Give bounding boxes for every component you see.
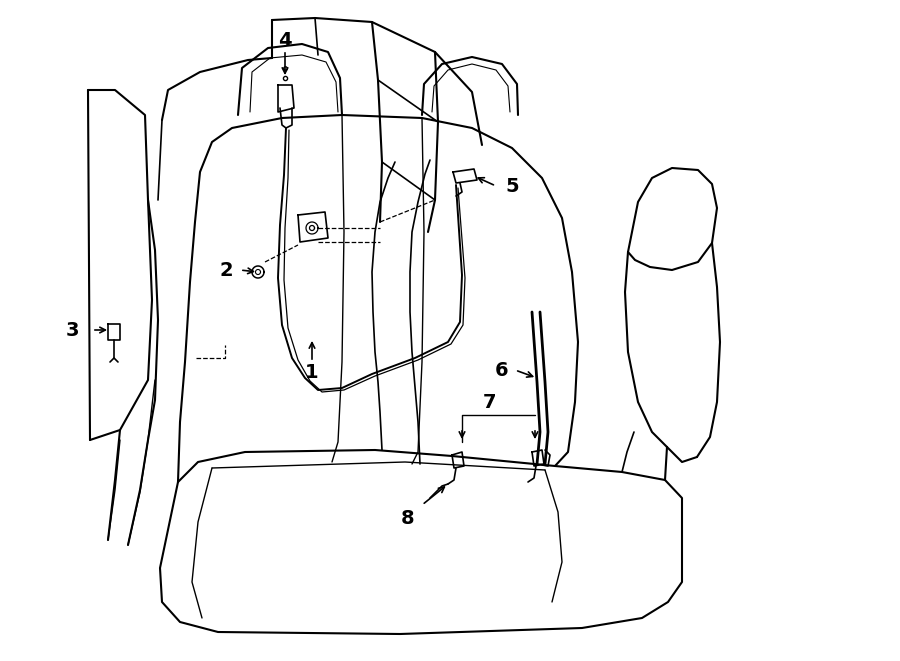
- Text: 1: 1: [305, 362, 319, 381]
- Text: 3: 3: [65, 321, 79, 340]
- Text: 6: 6: [495, 360, 508, 379]
- Text: 8: 8: [401, 508, 415, 527]
- Text: 5: 5: [505, 176, 518, 196]
- Text: 7: 7: [483, 393, 497, 412]
- Text: 4: 4: [278, 30, 292, 50]
- Text: 2: 2: [220, 260, 233, 280]
